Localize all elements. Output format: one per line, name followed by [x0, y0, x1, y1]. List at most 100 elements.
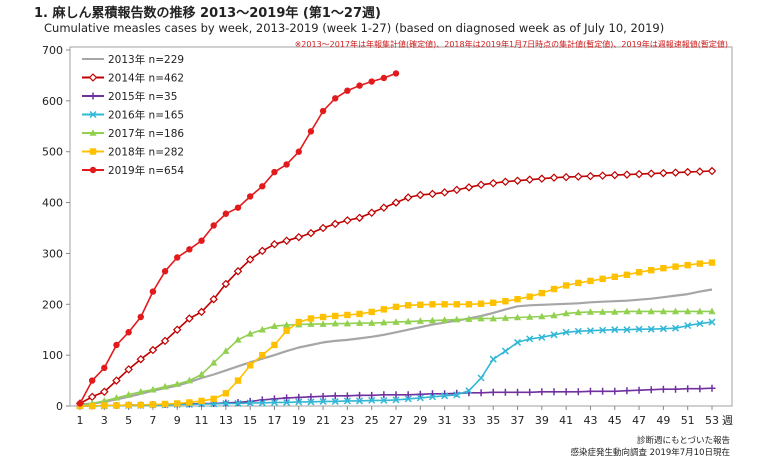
data-point [562, 309, 570, 317]
data-point [477, 374, 485, 382]
x-tick-label: 19 [292, 414, 306, 427]
data-point [270, 322, 279, 329]
data-point [525, 175, 534, 184]
data-point [647, 386, 655, 394]
data-point [319, 397, 327, 405]
data-point [124, 365, 133, 374]
data-point [270, 395, 278, 403]
data-point [526, 335, 534, 343]
data-point [222, 390, 230, 397]
data-point [453, 315, 461, 323]
x-tick-label: 11 [195, 414, 209, 427]
data-point [452, 185, 462, 195]
data-point [246, 193, 254, 200]
x-tick-label: 41 [559, 414, 573, 427]
data-point [514, 388, 522, 396]
data-point [380, 396, 388, 404]
data-point [161, 268, 169, 275]
data-point [367, 208, 376, 217]
data-point [416, 317, 424, 324]
data-point [465, 301, 473, 308]
x-tick-label: 39 [535, 414, 549, 427]
data-point [428, 316, 437, 324]
data-point [490, 299, 497, 306]
data-point [343, 392, 351, 400]
legend-item: 2015年 n=35 [82, 90, 177, 103]
x-tick-label: 47 [632, 414, 646, 427]
data-point [222, 347, 230, 354]
legend-item: 2016年 n=165 [82, 109, 184, 122]
x-tick-label: 33 [462, 414, 476, 427]
data-point [489, 388, 497, 396]
data-point [549, 173, 559, 182]
data-point [283, 398, 291, 406]
data-point [586, 171, 595, 181]
data-point [295, 398, 303, 406]
data-point [708, 384, 716, 392]
data-point [392, 318, 400, 325]
x-tick-label: 45 [608, 414, 622, 427]
y-tick-label: 400 [42, 197, 63, 210]
data-point [623, 271, 631, 278]
x-tick-label: 17 [267, 414, 281, 427]
source-line-1: 診断週にもとづいた報告 [637, 435, 730, 446]
data-point [477, 300, 485, 307]
data-point [234, 399, 242, 407]
data-point [392, 70, 400, 77]
data-point [550, 311, 558, 319]
plot-area [69, 46, 733, 407]
data-point [233, 266, 243, 276]
y-tick-label: 600 [42, 95, 63, 108]
data-point [696, 260, 704, 267]
data-point [355, 213, 364, 223]
data-point [501, 347, 509, 355]
data-point [647, 307, 655, 315]
legend-marker [89, 166, 97, 174]
data-point [514, 338, 522, 346]
data-point [392, 303, 400, 311]
data-point [368, 391, 376, 399]
data-point [635, 307, 643, 315]
data-point [295, 148, 302, 155]
data-point [186, 399, 193, 406]
y-axis: 0 100 200 300 400 500 600 700 [42, 44, 70, 413]
data-point [634, 169, 644, 179]
data-point [537, 174, 547, 183]
data-point [611, 308, 619, 315]
data-point [611, 387, 619, 395]
data-point [611, 273, 618, 281]
x-axis: 1 3 5 7 9 11 13 15 17 19 21 23 25 27 29 31 33 35 37 39 41 43 4… [77, 406, 733, 427]
data-point [368, 78, 375, 85]
data-point [659, 325, 667, 333]
data-point [319, 320, 327, 327]
data-point [234, 377, 242, 384]
data-point [343, 216, 352, 225]
series-group [75, 70, 717, 410]
x-tick-label: 37 [511, 414, 525, 427]
data-point [708, 307, 716, 315]
data-point [356, 82, 363, 89]
data-point [623, 387, 631, 395]
data-point [391, 198, 401, 207]
data-point [306, 228, 316, 238]
data-point [586, 327, 594, 335]
data-point [161, 400, 169, 408]
x-tick-label: 27 [389, 414, 403, 427]
data-point [112, 376, 121, 385]
data-point [307, 398, 315, 406]
data-point [587, 277, 594, 285]
legend-marker [89, 129, 97, 136]
data-point [453, 301, 460, 308]
data-point [259, 351, 266, 359]
data-point [623, 326, 631, 334]
data-point [185, 314, 194, 323]
data-point [209, 294, 218, 304]
data-point [271, 341, 278, 349]
data-point [125, 401, 132, 409]
data-point [101, 364, 108, 372]
data-point [222, 399, 230, 407]
data-point [234, 336, 242, 343]
data-point [356, 397, 364, 405]
x-tick-label: 23 [340, 414, 354, 427]
